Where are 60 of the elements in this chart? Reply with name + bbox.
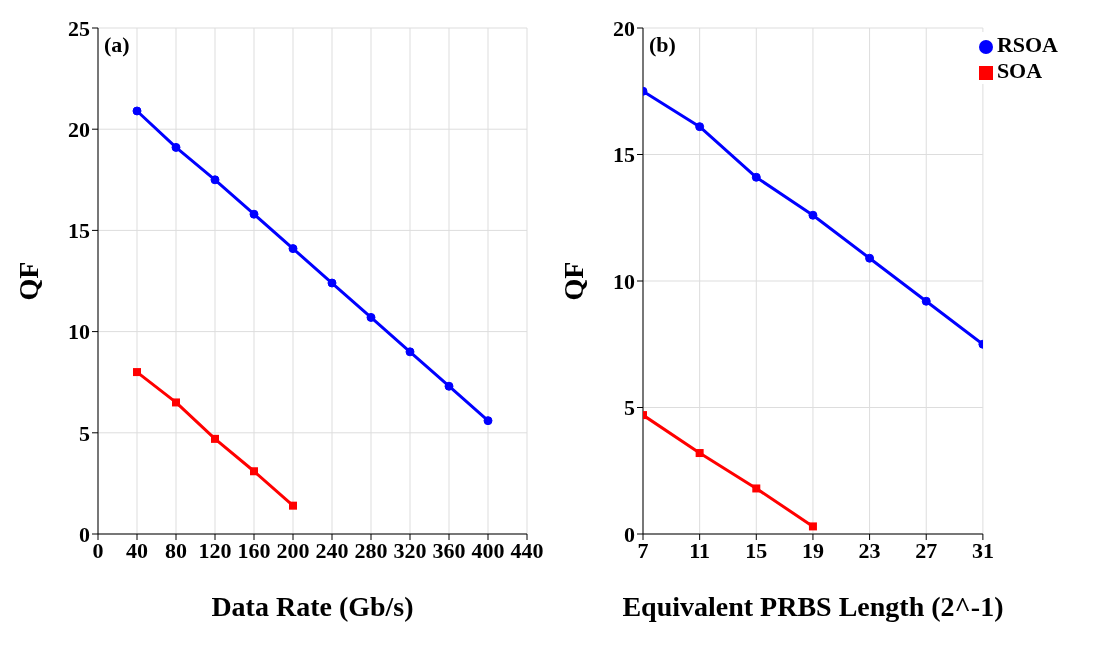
y-tick-label: 5	[624, 395, 635, 421]
y-tick-label: 20	[68, 117, 90, 143]
y-tick-label: 10	[68, 319, 90, 345]
x-tick-label: 7	[637, 537, 649, 563]
x-tick-label: 19	[801, 537, 824, 563]
y-tick-label: 20	[613, 15, 635, 41]
point	[444, 381, 454, 391]
x-tick-label: 31	[971, 537, 994, 563]
legend-label: SOA	[996, 58, 1043, 83]
x-tick-label: 360	[432, 537, 466, 563]
y-tick-label: 5	[79, 420, 90, 446]
x-tick-label: 15	[745, 537, 768, 563]
x-tick-label: 400	[471, 537, 505, 563]
point	[808, 522, 817, 531]
point	[250, 467, 258, 476]
x-tick-label: 320	[393, 537, 427, 563]
point	[210, 175, 220, 185]
annotation: (b)	[649, 32, 676, 58]
y-tick-label: 15	[68, 218, 90, 244]
y-tick-label: 0	[624, 521, 635, 547]
annotation: (a)	[104, 32, 130, 58]
y-tick-label: 25	[68, 15, 90, 41]
point	[695, 122, 705, 132]
y-tick-label: 15	[613, 142, 635, 168]
x-tick-label: 440	[510, 537, 544, 563]
point	[249, 209, 259, 219]
point	[921, 296, 931, 306]
point	[172, 398, 180, 407]
x-tick-label: 27	[915, 537, 938, 563]
x-tick-label: 240	[315, 537, 349, 563]
point	[865, 253, 875, 263]
point	[171, 142, 181, 152]
x-tick-label: 200	[276, 537, 310, 563]
x-tick-label: 160	[237, 537, 271, 563]
point	[405, 347, 415, 357]
x-tick-label: 11	[689, 537, 711, 563]
legend-label: RSOA	[996, 32, 1058, 57]
point	[366, 312, 376, 322]
y-axis-title: QF	[557, 261, 589, 301]
point	[289, 501, 297, 510]
point	[751, 172, 761, 182]
point	[133, 368, 141, 377]
x-axis-title: Data Rate (Gb/s)	[211, 591, 414, 622]
point	[695, 449, 704, 458]
point	[288, 244, 298, 254]
point	[211, 434, 219, 443]
x-tick-label: 80	[165, 537, 187, 563]
point	[483, 416, 493, 426]
x-axis-title: Equivalent PRBS Length (2^-1)	[622, 591, 1004, 622]
point	[808, 210, 818, 220]
x-tick-label: 120	[198, 537, 232, 563]
x-tick-label: 23	[858, 537, 881, 563]
point	[752, 484, 761, 493]
x-tick-label: 40	[126, 537, 148, 563]
x-tick-label: 280	[354, 537, 388, 563]
y-axis-title: QF	[12, 261, 44, 301]
y-tick-label: 0	[79, 521, 90, 547]
point	[132, 106, 142, 116]
point	[327, 278, 337, 288]
y-tick-label: 10	[613, 268, 635, 294]
